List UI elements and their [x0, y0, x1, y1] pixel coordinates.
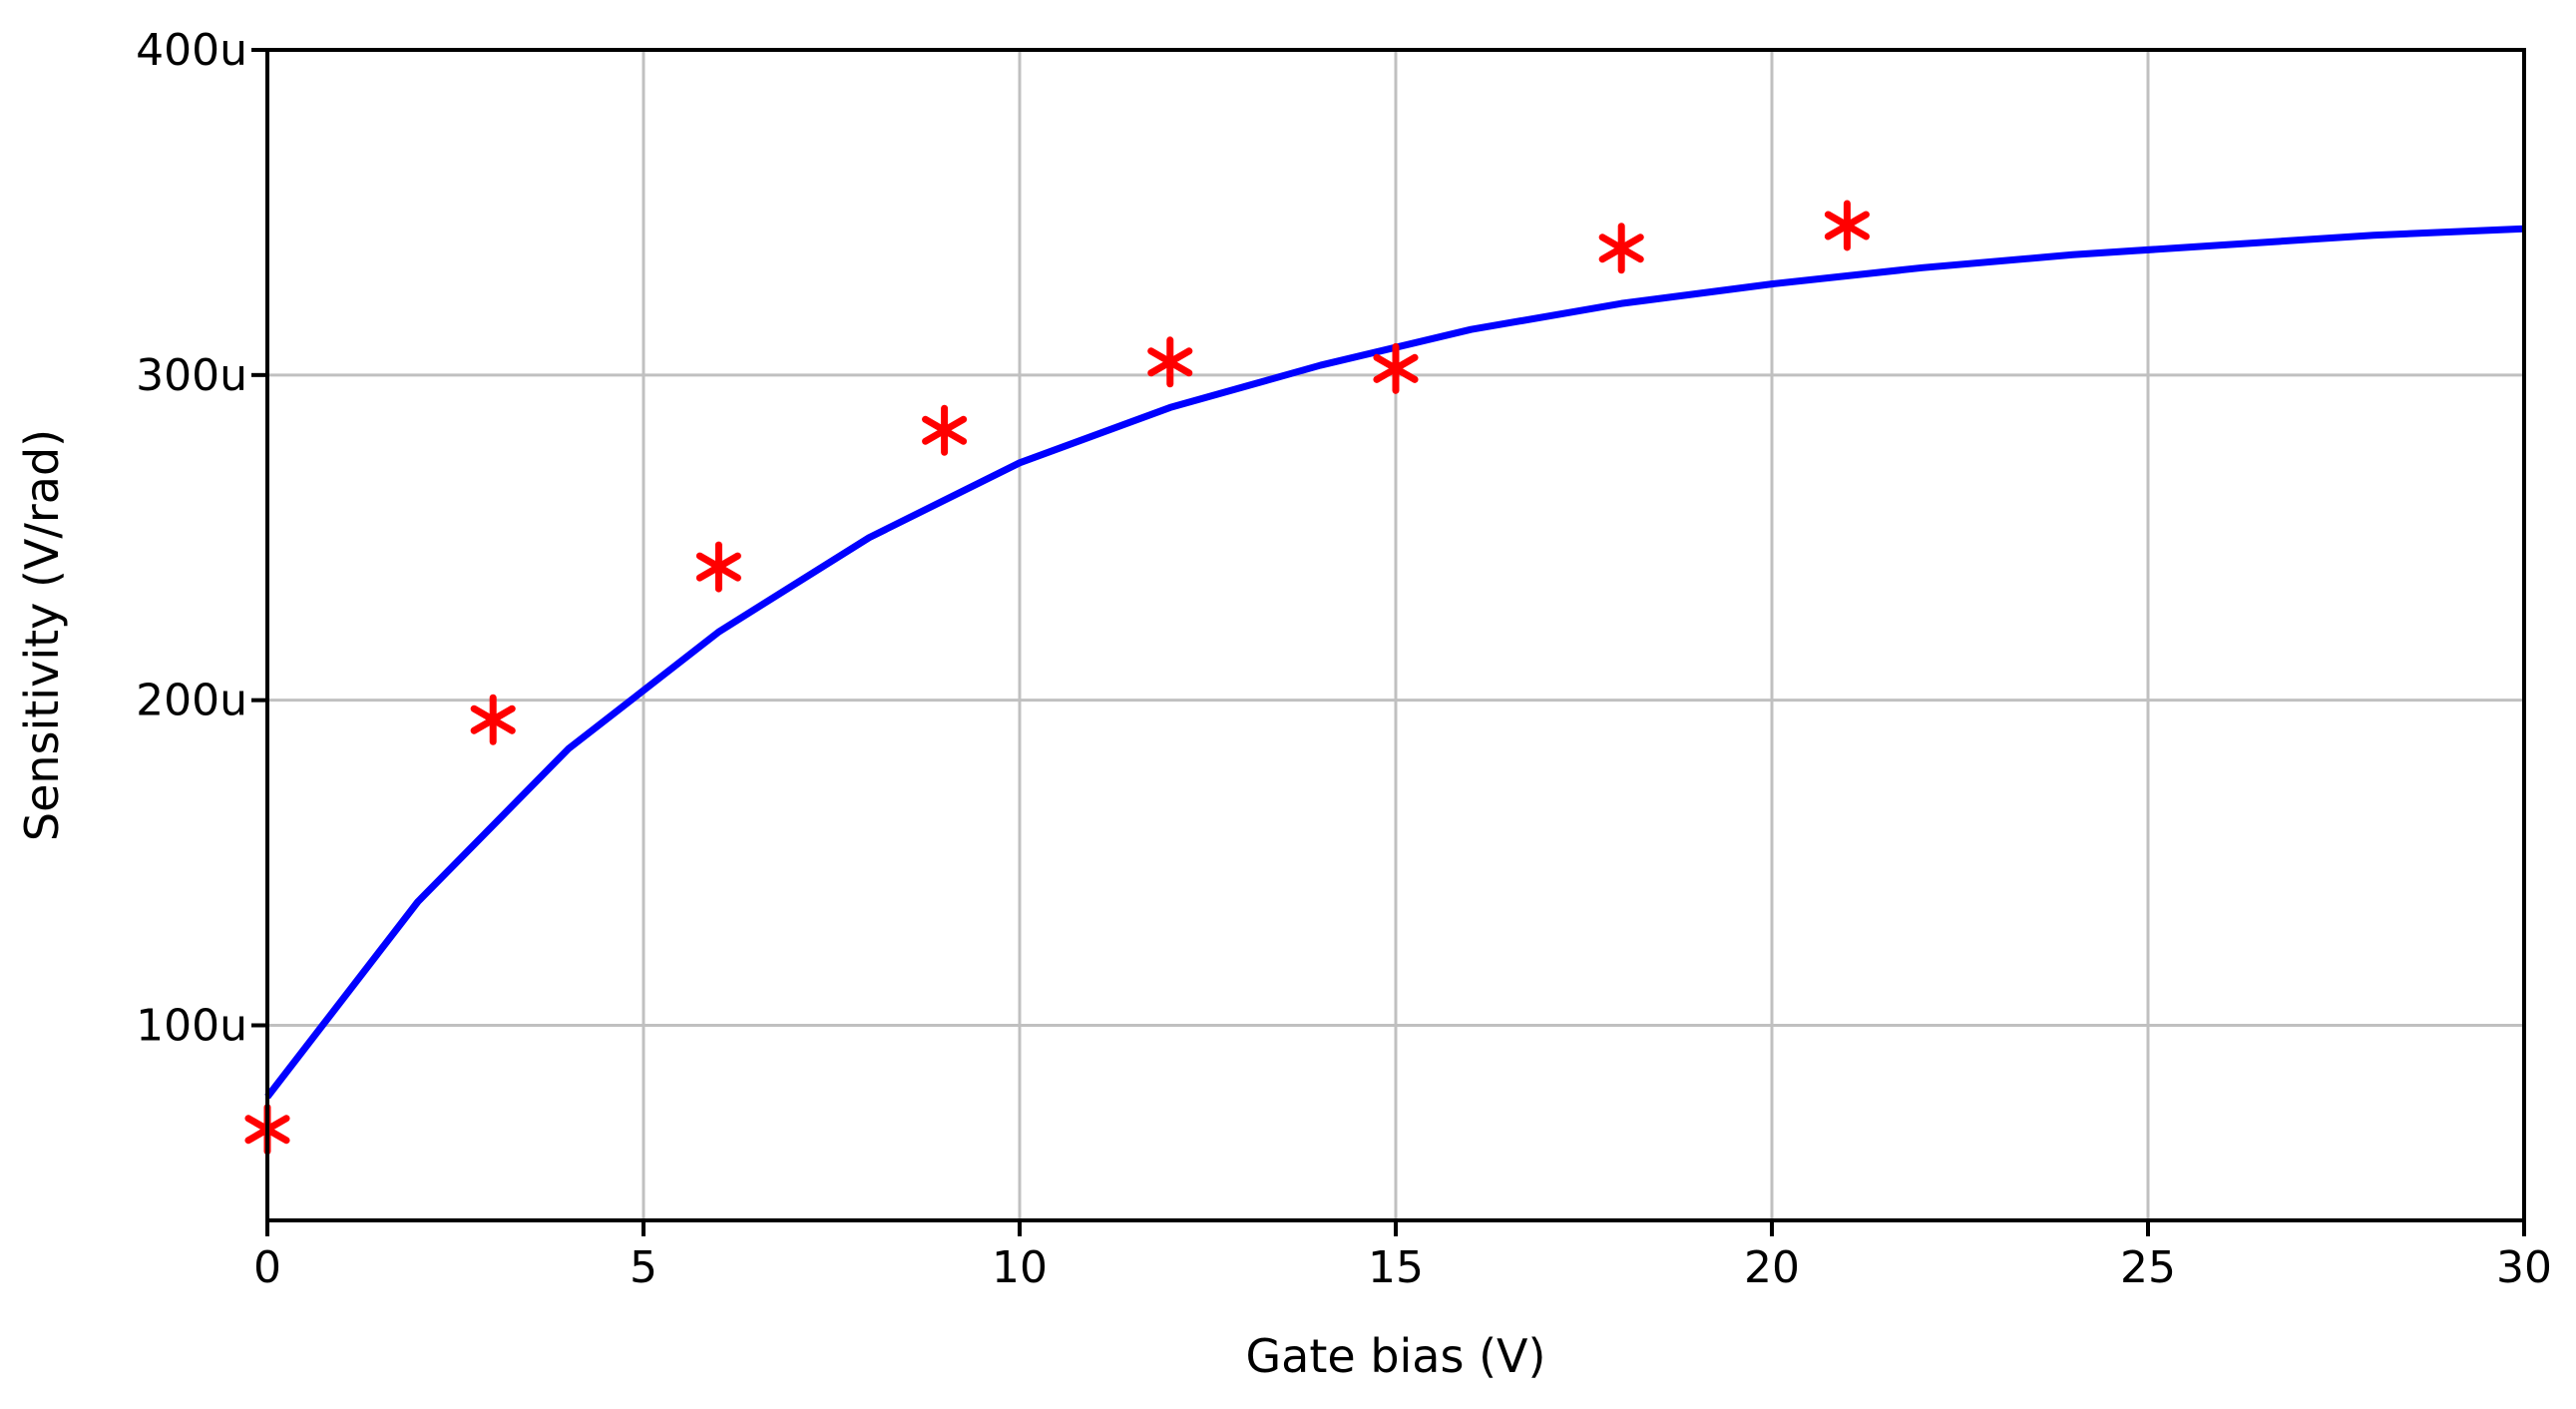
series-layer	[244, 200, 2525, 1156]
marker-stroke	[1147, 347, 1193, 377]
marker-stroke	[470, 704, 516, 734]
x-tick-label: 15	[1368, 1242, 1424, 1293]
x-tick-label: 20	[1744, 1242, 1800, 1293]
marker-stroke	[922, 415, 968, 445]
y-tick-label: 300u	[136, 350, 247, 401]
y-tick-label: 400u	[136, 25, 247, 76]
x-tick-label: 30	[2496, 1242, 2552, 1293]
marker-stroke	[695, 552, 741, 582]
y-axis-label: Sensitivity (V/rad)	[15, 429, 69, 841]
marker-stroke	[1373, 353, 1419, 383]
marker-stroke	[1824, 211, 1870, 240]
x-tick-label: 25	[2120, 1242, 2176, 1293]
tick-layer: 0 5 10 15 20 25 30 100u 200u 300u 400u	[136, 25, 2552, 1293]
data-point-marker	[1598, 223, 1644, 274]
marker-stroke	[1598, 234, 1644, 263]
data-point-marker	[1824, 200, 1870, 251]
y-tick-label: 200u	[136, 676, 247, 726]
grid	[265, 48, 2526, 1220]
data-point-marker	[470, 694, 516, 745]
x-tick-label: 0	[253, 1242, 281, 1293]
y-tick-label: 100u	[136, 1001, 247, 1052]
data-point-marker	[1373, 342, 1419, 394]
x-tick-label: 5	[630, 1242, 657, 1293]
x-tick-label: 10	[992, 1242, 1048, 1293]
data-point-marker	[695, 541, 741, 593]
data-point-marker	[1147, 336, 1193, 388]
x-axis-label: Gate bias (V)	[1246, 1329, 1546, 1383]
data-point-marker	[922, 404, 968, 456]
